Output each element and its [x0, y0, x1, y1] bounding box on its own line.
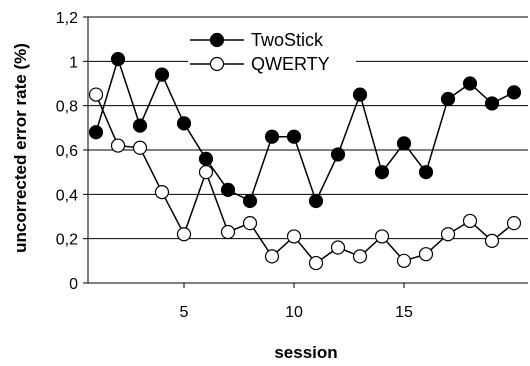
y-tick-label: 0,2 [56, 232, 78, 249]
series-twostick [88, 52, 522, 209]
y-tick-label: 0,6 [56, 143, 78, 160]
data-point [484, 233, 500, 248]
data-point [462, 76, 478, 91]
data-point [264, 249, 280, 264]
data-point [198, 151, 214, 166]
data-point [418, 247, 434, 262]
data-point [462, 213, 478, 229]
y-tick-labels: 0 0,2 0,4 0,6 0,8 1 1,2 [56, 10, 88, 293]
data-point [330, 147, 346, 162]
data-point [440, 227, 456, 242]
x-tick-label: 10 [285, 304, 303, 321]
data-point [484, 96, 500, 111]
data-point [374, 165, 390, 180]
legend-label-twostick: TwoStick [251, 30, 324, 50]
data-point [176, 227, 192, 242]
y-tick-label: 0 [69, 276, 78, 293]
y-tick-label: 0,4 [56, 187, 78, 204]
data-point [396, 253, 412, 268]
data-point [132, 140, 148, 155]
legend-marker-twostick [209, 32, 225, 48]
data-point [286, 229, 302, 244]
data-point [88, 87, 104, 102]
legend-label-qwerty: QWERTY [251, 54, 330, 74]
y-tick-label: 1 [69, 54, 78, 71]
data-point [374, 229, 390, 244]
data-point [352, 87, 368, 102]
x-tick-labels: 5 10 15 [180, 283, 413, 321]
data-point [308, 255, 324, 271]
data-point [110, 52, 126, 67]
data-point [396, 136, 412, 151]
data-point [176, 116, 192, 131]
data-point [198, 165, 214, 180]
data-point [264, 129, 280, 144]
series-line [95, 56, 515, 203]
x-tick-label: 5 [180, 304, 189, 321]
data-point [440, 91, 456, 107]
data-point [220, 224, 236, 240]
data-point [132, 118, 148, 133]
x-axis-title: session [274, 343, 337, 362]
data-point [220, 182, 236, 197]
legend: TwoStick QWERTY [188, 30, 356, 74]
y-tick-label: 0,8 [56, 99, 78, 116]
data-point [154, 185, 170, 200]
data-point [352, 249, 368, 264]
series-layer [88, 52, 522, 271]
data-point [418, 165, 434, 180]
y-tick-label: 1,2 [56, 10, 78, 27]
data-point [110, 138, 126, 153]
data-point [506, 216, 522, 231]
data-point [242, 216, 258, 231]
data-point [330, 240, 346, 255]
data-point [308, 193, 324, 209]
data-point [88, 125, 104, 140]
data-point [286, 129, 302, 144]
data-point [154, 67, 170, 82]
legend-marker-qwerty [209, 56, 225, 72]
x-tick-label: 15 [395, 304, 413, 321]
y-axis-title: uncorrected error rate (%) [11, 43, 30, 253]
data-point [506, 85, 522, 100]
data-point [242, 193, 258, 209]
series-qwerty [88, 87, 522, 271]
